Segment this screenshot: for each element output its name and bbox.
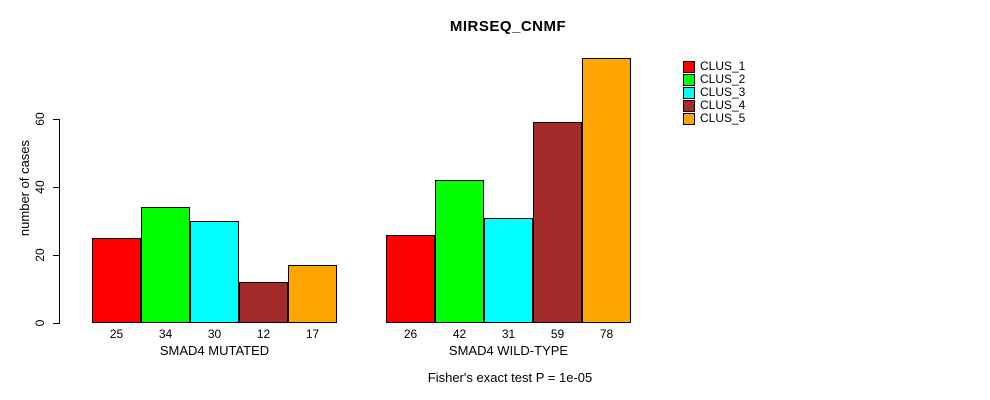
group-label: SMAD4 WILD-TYPE: [448, 343, 569, 358]
legend-label: CLUS_1: [700, 59, 746, 73]
chart-title: MIRSEQ_CNMF: [449, 18, 567, 35]
bar-value-label: 78: [599, 327, 614, 341]
bar-clus_3: [484, 218, 533, 323]
bar-clus_2: [435, 180, 484, 323]
bar-value-label: 42: [452, 327, 467, 341]
y-axis-line: [59, 119, 60, 324]
bar-value-label: 34: [158, 327, 173, 341]
bar-value-label: 26: [403, 327, 418, 341]
legend-swatch-icon: [683, 112, 695, 125]
bar-value-label: 30: [207, 327, 222, 341]
bar-clus_5: [288, 265, 337, 323]
legend-item: CLUS_4: [683, 99, 745, 112]
legend-item: CLUS_1: [683, 60, 745, 73]
bar-clus_3: [190, 221, 239, 323]
y-axis-tick-label: 60: [33, 112, 47, 126]
legend-label: CLUS_3: [700, 85, 746, 99]
legend-label: CLUS_4: [700, 98, 746, 112]
legend: CLUS_1 CLUS_2 CLUS_3 CLUS_4 CLUS_5: [683, 60, 745, 125]
bar-value-label: 17: [305, 327, 320, 341]
bar-value-label: 12: [256, 327, 271, 341]
group-label: SMAD4 MUTATED: [159, 343, 270, 358]
legend-item: CLUS_5: [683, 112, 745, 125]
bar-clus_4: [533, 122, 582, 323]
y-axis-tick: [53, 255, 59, 256]
bar-value-label: 31: [501, 327, 516, 341]
y-axis-tick-label: 40: [33, 180, 47, 194]
legend-label: CLUS_5: [700, 111, 746, 125]
bar-clus_5: [582, 58, 631, 323]
legend-label: CLUS_2: [700, 72, 746, 86]
y-axis-label: number of cases: [17, 139, 32, 237]
bar-clus_2: [141, 207, 190, 323]
y-axis-tick: [53, 119, 59, 120]
legend-swatch-icon: [683, 73, 695, 86]
legend-swatch-icon: [683, 86, 695, 99]
bar-clus_1: [386, 235, 435, 323]
legend-item: CLUS_2: [683, 73, 745, 86]
bar-value-label: 59: [550, 327, 565, 341]
bar-clus_4: [239, 282, 288, 323]
y-axis-tick: [53, 187, 59, 188]
legend-swatch-icon: [683, 60, 695, 73]
bar-value-label: 25: [109, 327, 124, 341]
footer-note: Fisher's exact test P = 1e-05: [427, 370, 593, 385]
y-axis-tick: [53, 323, 59, 324]
bar-clus_1: [92, 238, 141, 323]
legend-swatch-icon: [683, 99, 695, 112]
y-axis-tick-label: 0: [33, 319, 47, 327]
y-axis-tick-label: 20: [33, 248, 47, 262]
legend-item: CLUS_3: [683, 86, 745, 99]
